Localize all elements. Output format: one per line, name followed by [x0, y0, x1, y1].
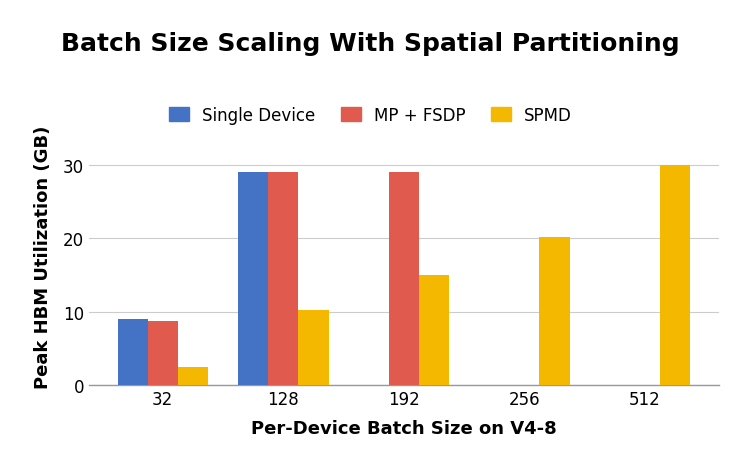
Bar — [660, 165, 690, 386]
Bar — [419, 275, 449, 386]
Text: Batch Size Scaling With Spatial Partitioning: Batch Size Scaling With Spatial Partitio… — [62, 32, 679, 56]
Bar — [238, 173, 268, 386]
Legend: Single Device, MP + FSDP, SPMD: Single Device, MP + FSDP, SPMD — [162, 100, 579, 131]
X-axis label: Per-Device Batch Size on V4-8: Per-Device Batch Size on V4-8 — [251, 420, 556, 437]
Bar — [539, 237, 570, 386]
Bar — [389, 173, 419, 386]
Y-axis label: Peak HBM Utilization (GB): Peak HBM Utilization (GB) — [34, 126, 52, 388]
Bar — [299, 310, 328, 386]
Bar — [118, 319, 147, 386]
Bar — [268, 173, 299, 386]
Bar — [147, 322, 178, 386]
Bar — [178, 367, 208, 386]
